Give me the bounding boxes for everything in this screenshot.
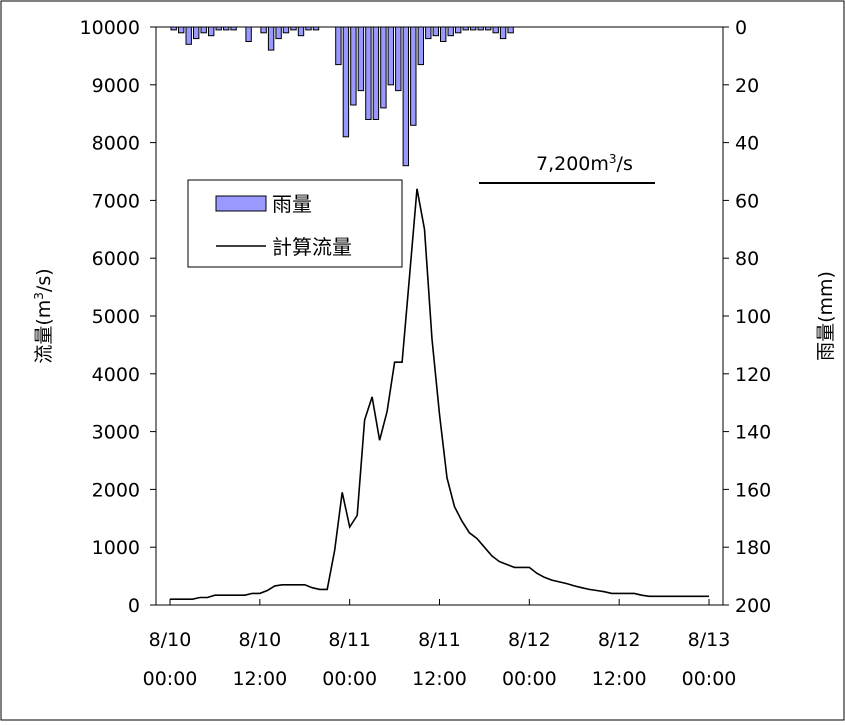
rain-bar [193,26,200,40]
rain-bar [275,26,282,40]
peak-annotation-label: 7,200m3/s [536,152,633,175]
rain-bar [350,26,357,106]
x-tick-time: 12:00 [592,668,647,690]
legend-bar-label: 雨量 [272,192,312,216]
x-tick-date: 8/10 [149,629,192,651]
x-tick-date: 8/11 [418,629,461,651]
x-tick-date: 8/11 [328,629,371,651]
rain-bar [447,26,454,37]
right-tick-label: 60 [735,190,759,212]
left-tick-label: 7000 [92,190,140,212]
right-tick-label: 40 [735,133,759,155]
legend-box [187,179,403,268]
right-tick-label: 100 [735,306,771,328]
rain-bar [507,26,514,34]
rain-bar [200,26,207,34]
rain-bar [178,26,185,34]
x-tick-time: 00:00 [682,668,737,690]
x-tick-time: 12:00 [232,668,287,690]
rain-bar [342,26,350,138]
rainfall-bars [170,26,514,167]
rain-bar [357,26,365,92]
right-tick-label: 200 [735,595,771,617]
rain-bar [365,26,372,120]
rain-bar [215,26,222,31]
left-tick-label: 6000 [92,248,140,270]
rain-bar [380,26,387,109]
right-tick-label: 0 [735,17,747,39]
rain-bar [410,26,417,126]
legend: 雨量 計算流量 [187,179,403,268]
rain-bar [470,26,477,31]
rain-bar [170,26,177,31]
rain-bar [387,26,395,86]
rain-bar [260,26,267,34]
rain-bar [440,26,447,42]
rain-bar [305,26,312,31]
rain-bar [455,26,462,34]
rain-bar [485,26,492,31]
right-tick-label: 20 [735,75,759,97]
rain-bar [432,26,440,37]
rain-bar [230,26,237,31]
rain-bar [402,26,410,167]
y-axis-left-label: 流量(m3/s) [32,268,55,363]
y-axis-right-label: 雨量(mm) [815,271,837,361]
rain-bar [499,26,507,40]
x-axis: 8/10 00:00 8/10 12:00 8/11 00:00 8/11 12:00 8/12… [143,599,737,690]
rain-bar [208,26,215,37]
left-tick-label: 5000 [92,306,140,328]
left-tick-label: 8000 [92,133,140,155]
left-axis: 0 1000 2000 3000 4000 5000 6000 7000 8000 9000 100… [80,17,156,617]
left-tick-label: 10000 [80,17,140,39]
right-tick-label: 80 [735,248,759,270]
left-tick-label: 4000 [92,364,140,386]
rain-bar [477,26,484,31]
rain-bar [245,26,252,42]
rain-bar [335,26,342,66]
x-tick-date: 8/12 [508,629,551,651]
rain-bar [185,26,192,45]
x-tick-time: 00:00 [502,668,557,690]
left-tick-label: 3000 [92,422,140,444]
right-tick-label: 160 [735,479,771,501]
legend-line-label: 計算流量 [272,235,352,259]
rain-bar [312,26,320,31]
rain-bar [223,26,230,31]
rain-bar [282,26,290,34]
right-tick-label: 140 [735,422,771,444]
rain-bar [297,26,305,37]
x-tick-time: 00:00 [143,668,198,690]
x-tick-time: 00:00 [322,668,377,690]
legend-bar-swatch [215,195,267,212]
rain-bar [267,26,275,51]
right-axis: 0 20 40 60 80 100 120 140 160 180 200 [723,17,771,617]
rain-bar [372,26,380,120]
rain-bar [492,26,499,34]
x-tick-time: 12:00 [412,668,467,690]
left-tick-label: 2000 [92,479,140,501]
x-tick-date: 8/13 [688,629,731,651]
rain-bar [462,26,469,31]
right-tick-label: 120 [735,364,771,386]
rain-bar [425,26,432,40]
left-tick-label: 1000 [92,537,140,559]
plot-area [155,26,724,606]
left-tick-label: 0 [128,595,140,617]
rain-bar [290,26,297,31]
rain-bar [417,26,425,66]
left-tick-label: 9000 [92,75,140,97]
x-tick-date: 8/10 [238,629,281,651]
rain-bar [395,26,402,92]
x-tick-date: 8/12 [598,629,641,651]
right-tick-label: 180 [735,537,771,559]
flow-line [170,188,709,601]
